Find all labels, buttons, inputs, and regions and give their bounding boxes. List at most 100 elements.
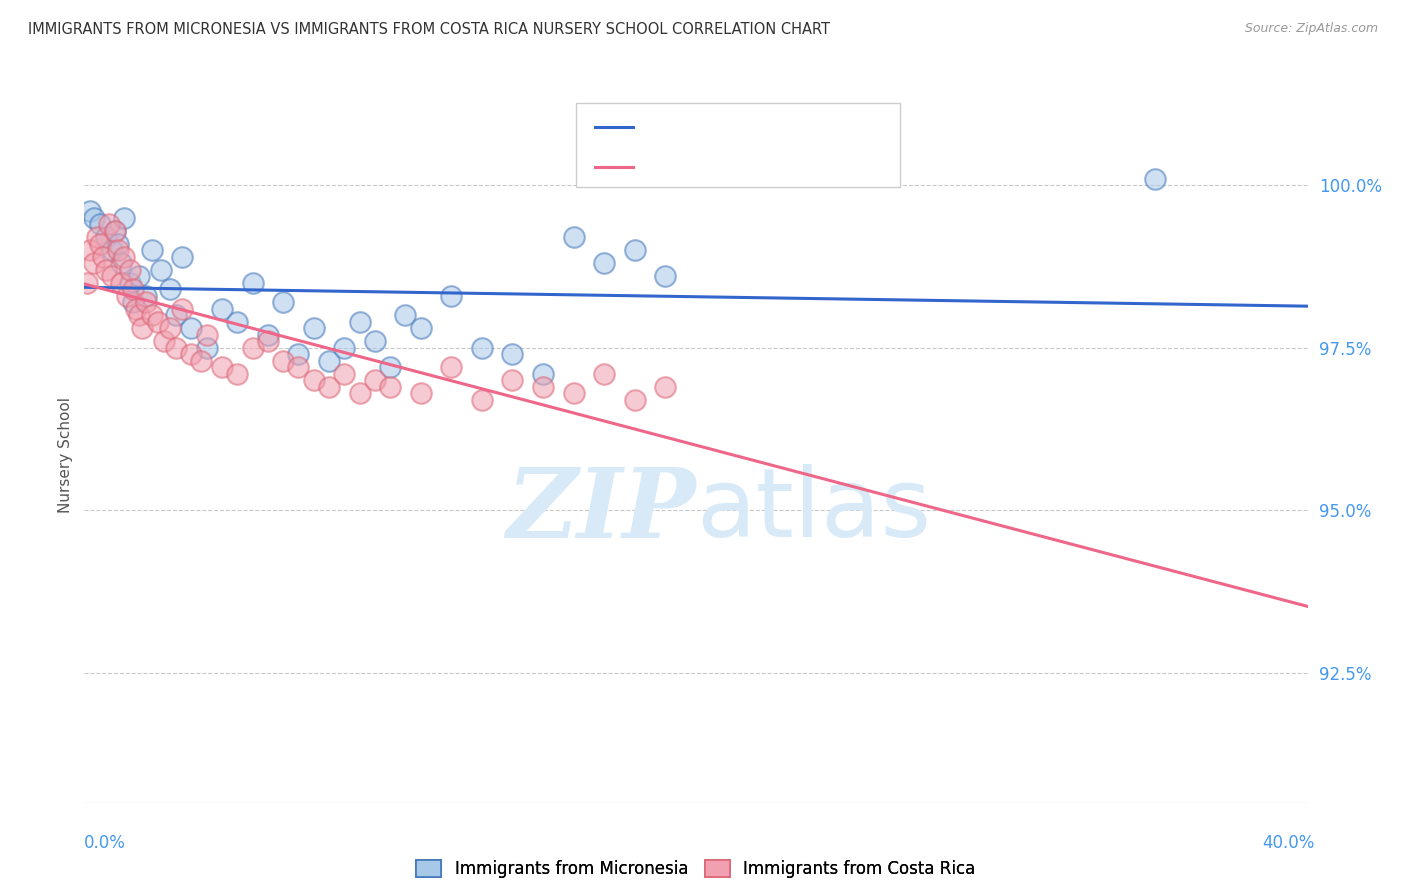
Point <box>593 367 616 381</box>
Point <box>195 341 218 355</box>
Point <box>624 392 647 407</box>
Point <box>257 334 280 348</box>
Point <box>112 250 135 264</box>
Point <box>107 236 129 251</box>
Point <box>380 379 402 393</box>
Point <box>257 327 280 342</box>
Point <box>364 334 387 348</box>
Point <box>471 392 494 407</box>
Point <box>112 211 135 225</box>
Point <box>128 269 150 284</box>
Point <box>172 250 194 264</box>
Text: ZIP: ZIP <box>506 464 696 558</box>
Point <box>135 295 157 310</box>
Point <box>394 308 416 322</box>
Text: R = 0.375   N = 43: R = 0.375 N = 43 <box>637 115 821 133</box>
Point <box>165 341 187 355</box>
Point <box>318 353 340 368</box>
Point <box>242 341 264 355</box>
Point <box>211 360 233 375</box>
Point <box>226 315 249 329</box>
Text: 40.0%: 40.0% <box>1263 834 1315 852</box>
Point <box>333 341 356 355</box>
Point <box>97 217 120 231</box>
Point <box>180 321 202 335</box>
Point <box>141 308 163 322</box>
Point <box>122 295 145 310</box>
Point <box>122 282 145 296</box>
Point <box>79 243 101 257</box>
Point <box>83 211 105 225</box>
Point <box>471 341 494 355</box>
Point <box>409 321 432 335</box>
Point <box>242 276 264 290</box>
Point <box>195 327 218 342</box>
Y-axis label: Nursery School: Nursery School <box>58 397 73 513</box>
Point <box>128 308 150 322</box>
Point <box>131 321 153 335</box>
Point <box>110 256 132 270</box>
Point <box>211 301 233 316</box>
Point <box>593 256 616 270</box>
Point <box>226 367 249 381</box>
Point <box>104 224 127 238</box>
Point <box>120 276 142 290</box>
Point <box>531 379 554 393</box>
Point <box>83 256 105 270</box>
Point <box>149 262 172 277</box>
Point <box>110 276 132 290</box>
Point <box>120 262 142 277</box>
Point <box>380 360 402 375</box>
Point <box>115 288 138 302</box>
Point <box>318 379 340 393</box>
Point <box>101 269 124 284</box>
Point <box>180 347 202 361</box>
Text: atlas: atlas <box>696 464 931 558</box>
Text: IMMIGRANTS FROM MICRONESIA VS IMMIGRANTS FROM COSTA RICA NURSERY SCHOOL CORRELAT: IMMIGRANTS FROM MICRONESIA VS IMMIGRANTS… <box>28 22 830 37</box>
Point <box>76 276 98 290</box>
Point <box>159 282 181 296</box>
Point <box>125 301 148 316</box>
Point <box>135 288 157 302</box>
Point <box>89 236 111 251</box>
Point <box>271 295 294 310</box>
Point <box>165 308 187 322</box>
Text: Source: ZipAtlas.com: Source: ZipAtlas.com <box>1244 22 1378 36</box>
Point <box>104 224 127 238</box>
Point <box>501 347 523 361</box>
Point <box>501 373 523 387</box>
Point <box>94 230 117 244</box>
Point <box>79 204 101 219</box>
Point <box>86 230 108 244</box>
Point <box>172 301 194 316</box>
Point <box>91 250 114 264</box>
Point <box>364 373 387 387</box>
Point <box>94 262 117 277</box>
Point <box>654 379 676 393</box>
Point <box>141 243 163 257</box>
Point <box>159 321 181 335</box>
Text: 0.0%: 0.0% <box>84 834 127 852</box>
Point <box>107 243 129 257</box>
Point <box>287 347 309 361</box>
Text: R = 0.527   N = 50: R = 0.527 N = 50 <box>637 155 821 173</box>
Point <box>562 386 585 401</box>
Point <box>349 315 371 329</box>
Point <box>1143 171 1166 186</box>
Point <box>440 360 463 375</box>
Point <box>190 353 212 368</box>
Point <box>153 334 176 348</box>
Point <box>89 217 111 231</box>
Point <box>654 269 676 284</box>
Point <box>440 288 463 302</box>
Point <box>531 367 554 381</box>
Point <box>101 243 124 257</box>
Point <box>333 367 356 381</box>
Point <box>624 243 647 257</box>
Point <box>349 386 371 401</box>
Point <box>271 353 294 368</box>
Point <box>302 321 325 335</box>
Point <box>302 373 325 387</box>
Point <box>409 386 432 401</box>
Legend: Immigrants from Micronesia, Immigrants from Costa Rica: Immigrants from Micronesia, Immigrants f… <box>409 854 983 885</box>
